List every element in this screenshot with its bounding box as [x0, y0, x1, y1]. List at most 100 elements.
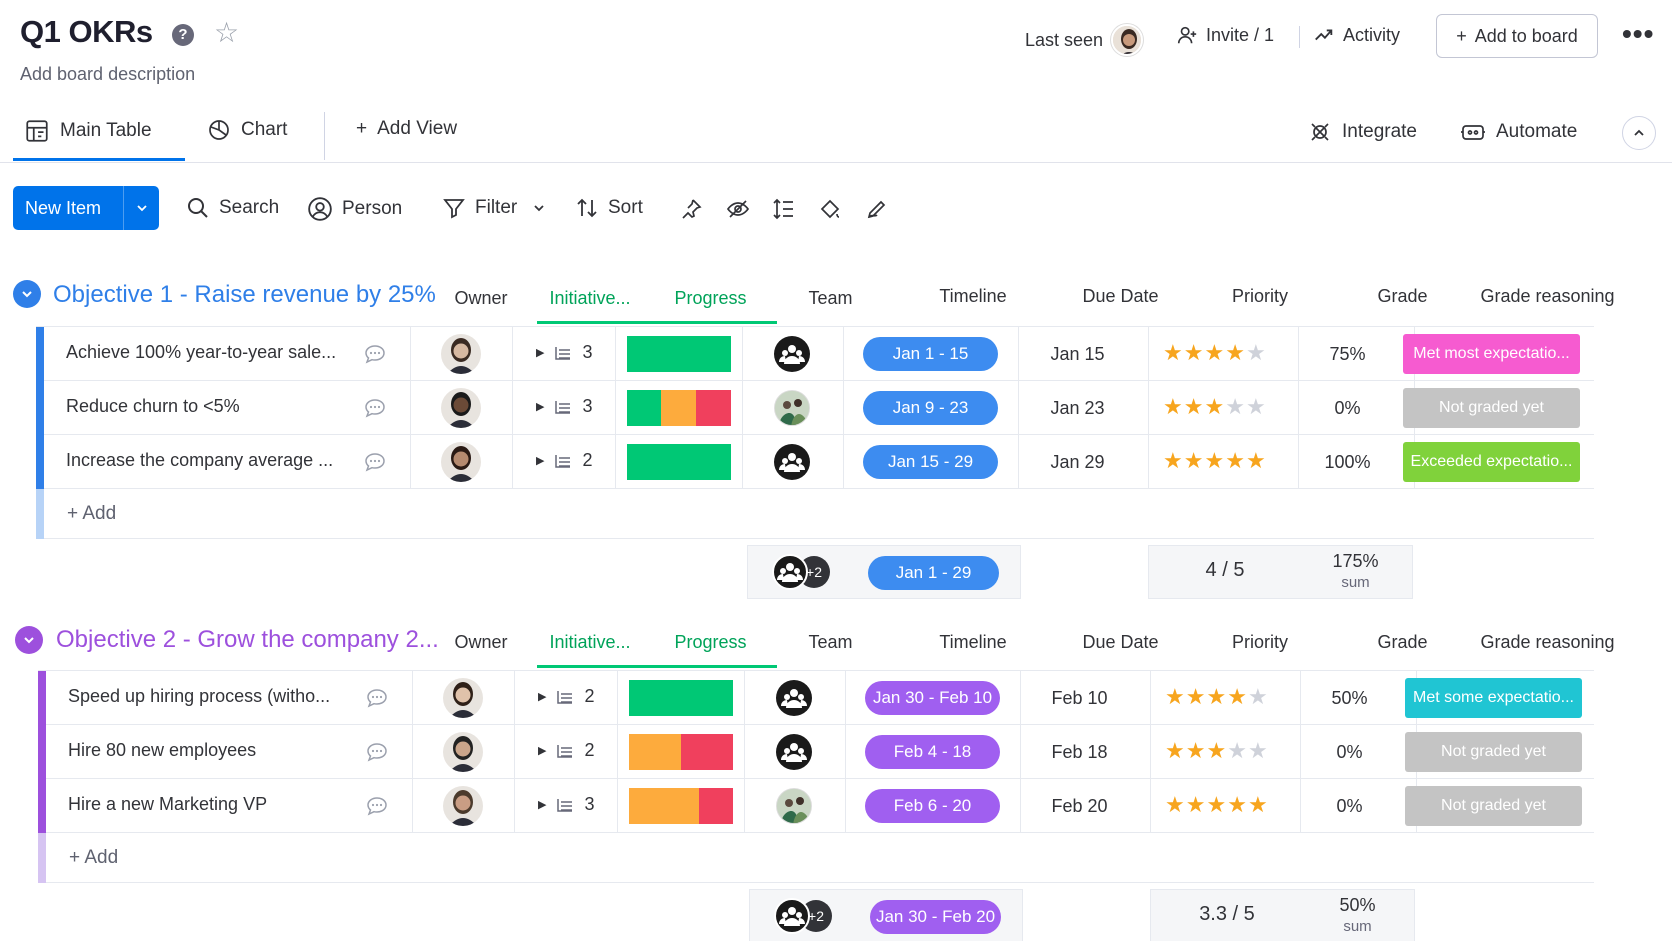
star-icon[interactable]: ★	[1204, 448, 1226, 473]
subitems-toggle[interactable]: ▶ 2	[538, 740, 594, 761]
add-view-button[interactable]: + Add View	[356, 118, 457, 140]
person-filter-button[interactable]: Person	[307, 196, 402, 222]
avatar[interactable]	[443, 786, 483, 826]
more-options-icon[interactable]: •••	[1622, 18, 1655, 49]
team-photo[interactable]	[774, 390, 810, 426]
edit-icon[interactable]	[864, 196, 890, 222]
priority-rating[interactable]: ★★★★★	[1163, 340, 1267, 366]
timeline-summary-pill[interactable]: Jan 1 - 29	[868, 556, 999, 590]
subitems-toggle[interactable]: ▶ 3	[538, 794, 594, 815]
star-icon[interactable]: ★	[1185, 792, 1207, 817]
priority-rating[interactable]: ★★★★★	[1165, 738, 1269, 764]
comment-icon[interactable]	[364, 344, 386, 364]
due-date[interactable]: Jan 15	[1050, 344, 1105, 364]
group-collapse-icon[interactable]	[13, 280, 41, 308]
priority-summary[interactable]: 3.3 / 5	[1199, 903, 1255, 925]
automate-button[interactable]: Automate	[1460, 120, 1577, 144]
priority-rating[interactable]: ★★★★★	[1165, 792, 1269, 818]
timeline-pill[interactable]: Jan 15 - 29	[863, 445, 998, 479]
comment-icon[interactable]	[364, 398, 386, 418]
grade-summary[interactable]: 50%	[1339, 895, 1376, 915]
avatar[interactable]	[443, 732, 483, 772]
star-icon[interactable]: ★	[1247, 792, 1269, 817]
last-seen-button[interactable]: Last seen	[1025, 24, 1144, 56]
grade-reasoning-label[interactable]: Exceeded expectatio...	[1403, 442, 1580, 482]
timeline-pill[interactable]: Jan 1 - 15	[863, 337, 998, 371]
item-name[interactable]: Increase the company average ...	[66, 450, 334, 470]
subitems-toggle[interactable]: ▶ 2	[538, 686, 594, 707]
column-header-grade[interactable]: Grade	[1377, 286, 1428, 306]
subitems-toggle[interactable]: ▶ 3	[536, 396, 592, 417]
star-icon[interactable]: ★	[1247, 684, 1269, 709]
star-icon[interactable]: ★	[1225, 448, 1246, 473]
star-icon[interactable]: ★	[1183, 448, 1205, 473]
comment-icon[interactable]	[366, 796, 388, 816]
star-icon[interactable]: ★	[1163, 394, 1184, 419]
timeline-pill[interactable]: Jan 9 - 23	[863, 391, 998, 425]
group-title[interactable]: Objective 1 - Raise revenue by 25%	[53, 281, 436, 308]
column-header-owner[interactable]: Owner	[454, 288, 508, 308]
row-height-icon[interactable]	[771, 196, 797, 222]
grade-reasoning-label[interactable]: Met some expectatio...	[1405, 678, 1582, 718]
timeline-pill[interactable]: Feb 4 - 18	[865, 735, 1000, 769]
table-row[interactable]	[44, 435, 1594, 489]
team-icon[interactable]	[776, 734, 812, 770]
collapse-header-button[interactable]	[1622, 116, 1656, 150]
star-icon[interactable]: ★	[1204, 340, 1226, 365]
grade-reasoning-label[interactable]: Not graded yet	[1403, 388, 1580, 428]
search-button[interactable]: Search	[186, 196, 279, 220]
timeline-pill[interactable]: Jan 30 - Feb 10	[865, 681, 1000, 715]
star-icon[interactable]: ★	[1227, 684, 1248, 709]
grade-reasoning-label[interactable]: Not graded yet	[1405, 732, 1582, 772]
add-item-button[interactable]: + Add	[69, 847, 119, 868]
column-header-initiatives[interactable]: Initiative...	[549, 288, 631, 308]
tab-chart[interactable]: Chart	[207, 118, 287, 142]
star-icon[interactable]: ★	[1204, 394, 1226, 419]
team-photo[interactable]	[776, 788, 812, 824]
comment-icon[interactable]	[366, 742, 388, 762]
add-item-row[interactable]	[44, 489, 1594, 539]
star-icon[interactable]: ★	[1245, 394, 1267, 419]
item-name[interactable]: Reduce churn to <5%	[66, 396, 240, 416]
timeline-pill[interactable]: Feb 6 - 20	[865, 789, 1000, 823]
add-to-board-button[interactable]: + Add to board	[1436, 14, 1598, 58]
star-icon[interactable]: ★	[1185, 738, 1207, 763]
hide-icon[interactable]	[725, 196, 751, 222]
grade-summary[interactable]: 175%	[1332, 551, 1379, 571]
star-icon[interactable]: ★	[1165, 684, 1186, 709]
grade-reasoning-label[interactable]: Met most expectatio...	[1403, 334, 1580, 374]
column-header-initiatives[interactable]: Initiative...	[549, 632, 631, 652]
new-item-button[interactable]: New Item	[13, 186, 159, 230]
star-icon[interactable]: ★	[1245, 340, 1267, 365]
star-icon[interactable]: ★	[1165, 738, 1186, 763]
item-name[interactable]: Hire a new Marketing VP	[68, 794, 268, 814]
grade-value[interactable]: 50%	[1331, 688, 1368, 708]
group-collapse-icon[interactable]	[15, 626, 43, 654]
team-summary[interactable]: +2	[774, 898, 838, 934]
star-icon[interactable]: ★	[1247, 738, 1269, 763]
subitems-toggle[interactable]: ▶ 3	[536, 342, 592, 363]
subitems-toggle[interactable]: ▶ 2	[536, 450, 592, 471]
avatar[interactable]	[441, 388, 481, 428]
grade-value[interactable]: 75%	[1329, 344, 1366, 364]
priority-rating[interactable]: ★★★★★	[1163, 448, 1267, 474]
column-header-due-date[interactable]: Due Date	[1082, 632, 1159, 652]
due-date[interactable]: Feb 10	[1051, 688, 1108, 708]
star-icon[interactable]: ★	[1165, 792, 1186, 817]
column-header-team[interactable]: Team	[808, 288, 853, 308]
team-icon[interactable]	[774, 444, 810, 480]
star-icon[interactable]: ★	[1163, 448, 1184, 473]
grade-value[interactable]: 0%	[1336, 742, 1363, 762]
invite-button[interactable]: Invite / 1	[1176, 24, 1274, 46]
help-icon[interactable]: ?	[172, 24, 194, 46]
grade-value[interactable]: 0%	[1336, 796, 1363, 816]
board-description[interactable]: Add board description	[20, 64, 196, 84]
avatar[interactable]	[441, 442, 481, 482]
star-icon[interactable]: ☆	[214, 17, 240, 48]
avatar[interactable]	[441, 334, 481, 374]
team-summary[interactable]: +2	[772, 554, 836, 590]
comment-icon[interactable]	[366, 688, 388, 708]
timeline-summary-pill[interactable]: Jan 30 - Feb 20	[870, 900, 1001, 934]
star-icon[interactable]: ★	[1225, 394, 1246, 419]
priority-summary[interactable]: 4 / 5	[1205, 559, 1245, 581]
